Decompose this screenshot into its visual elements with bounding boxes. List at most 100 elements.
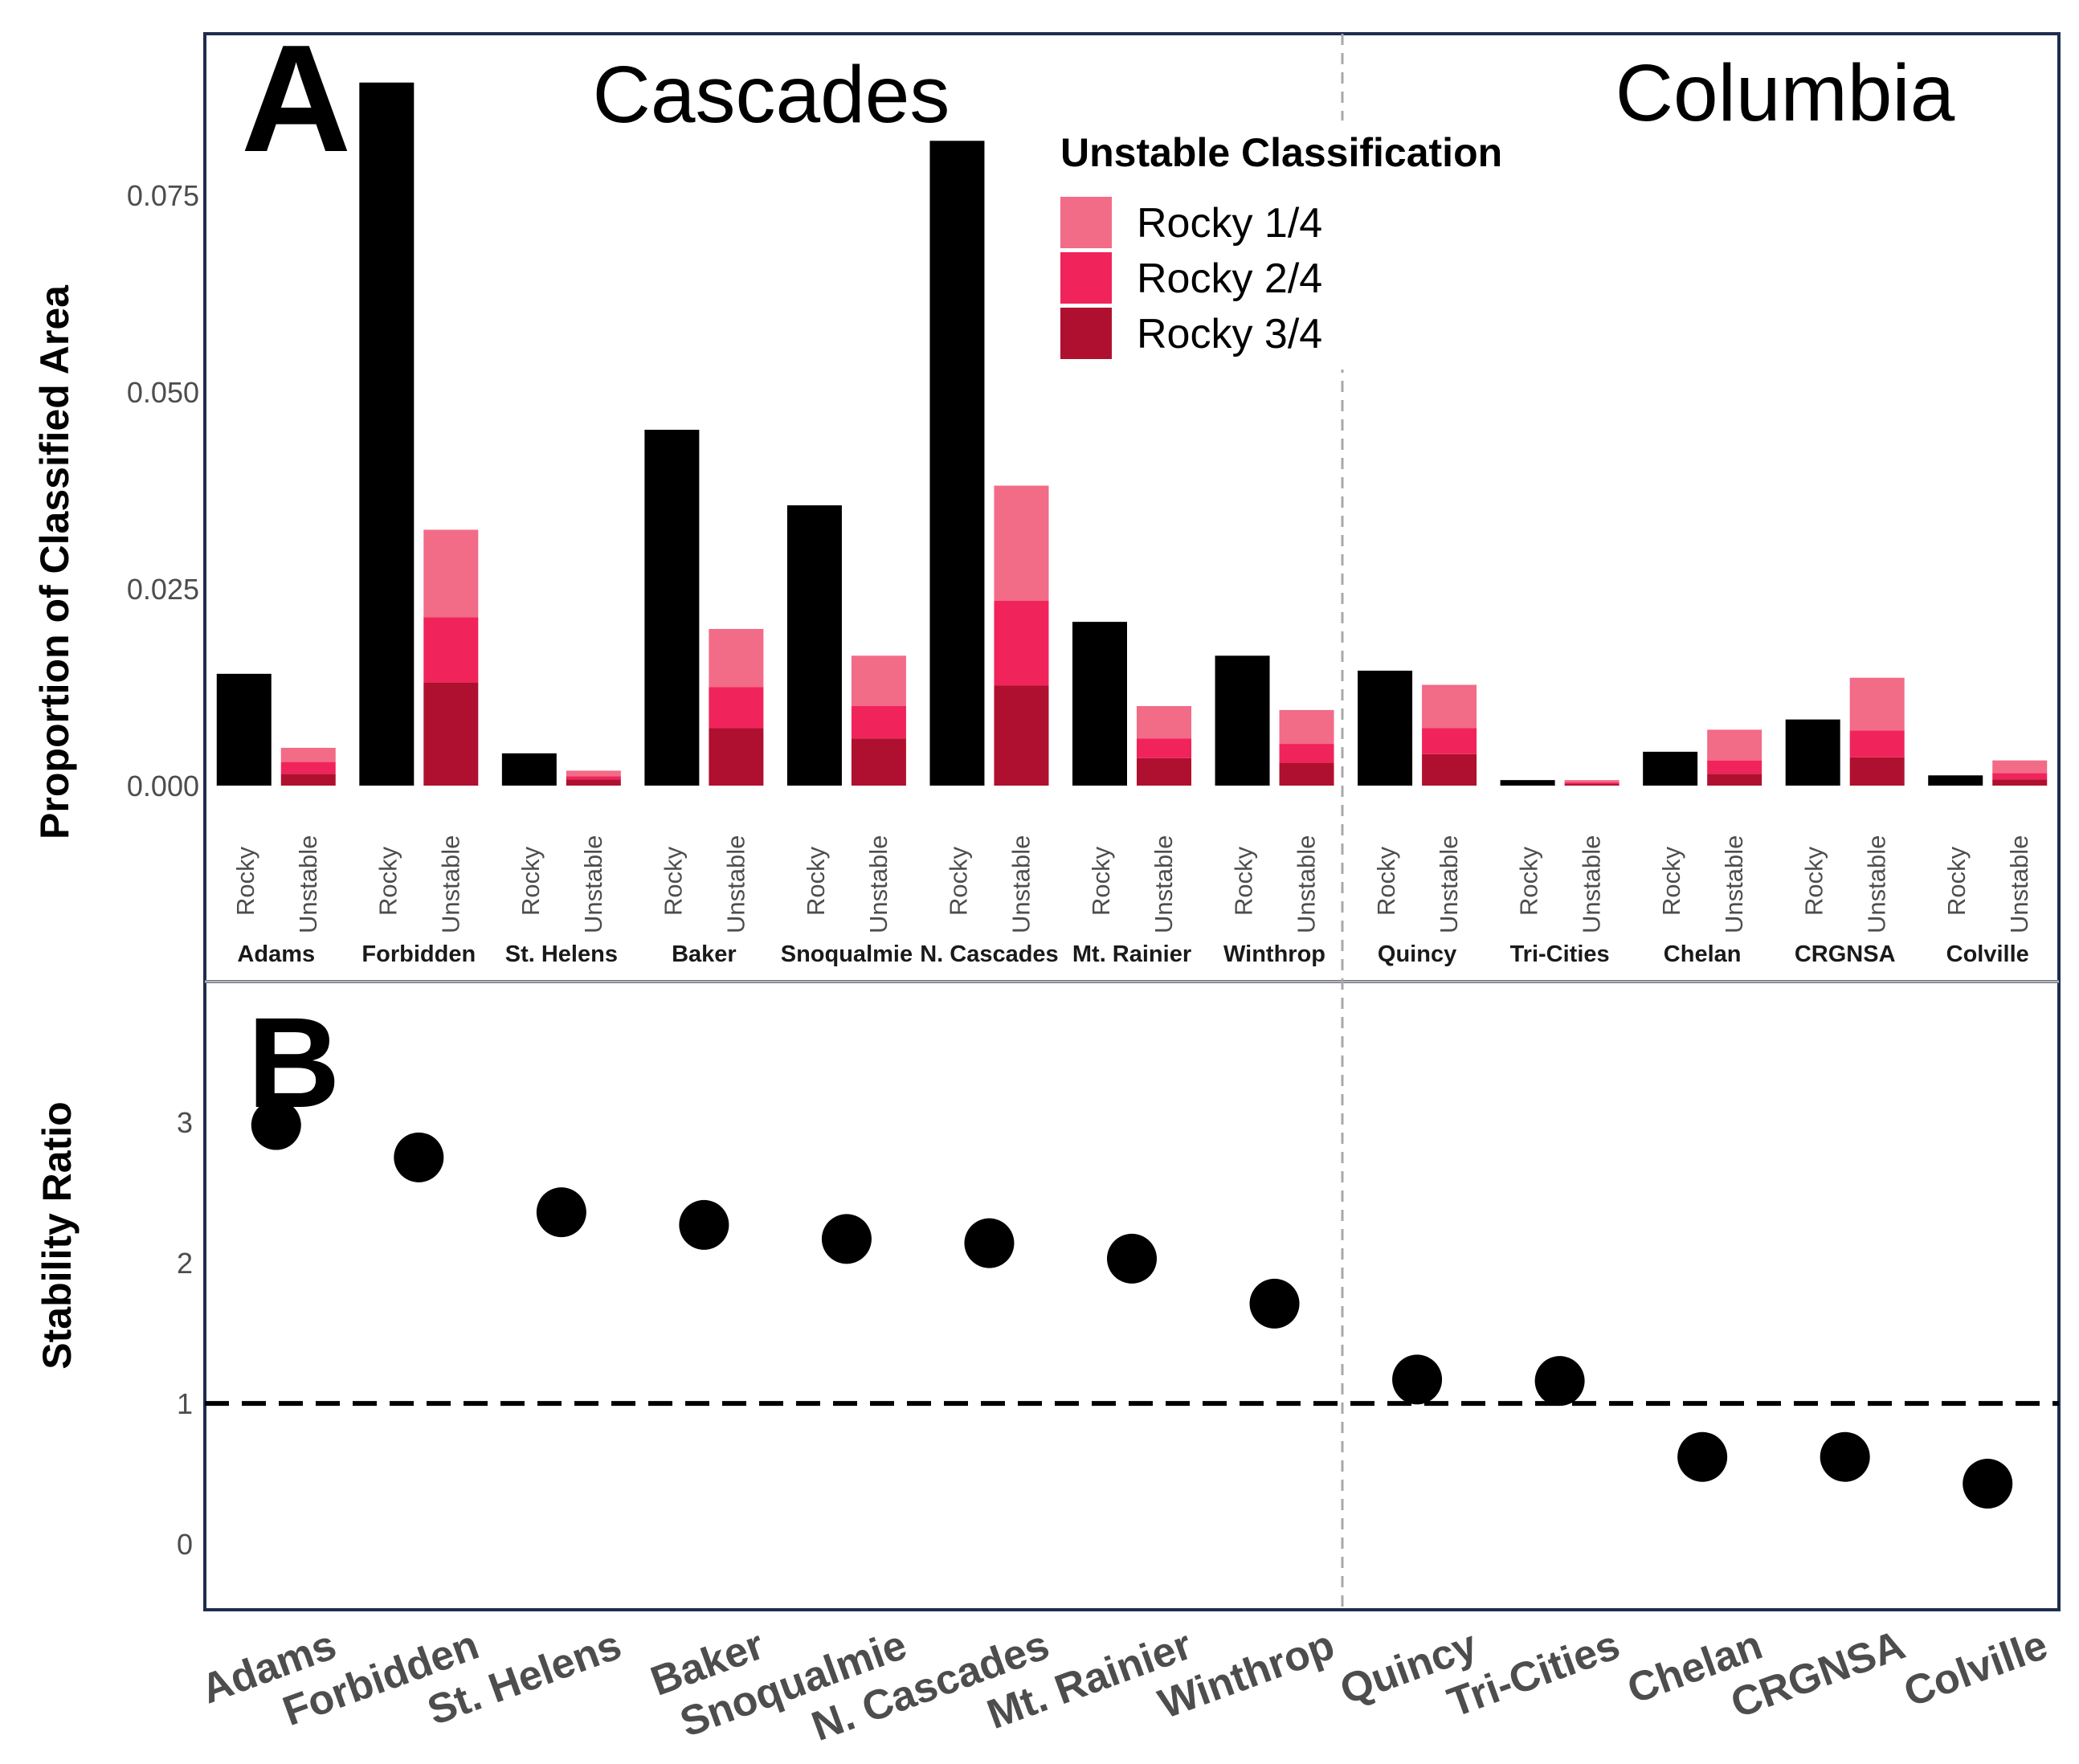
bar-unstable-n-cascades-rocky-1-4 — [994, 485, 1049, 601]
site-label-chelan: Chelan — [1664, 941, 1742, 967]
bar-unstable-n-cascades-rocky-3-4 — [994, 685, 1049, 786]
x-label-colville: Colville — [1898, 1622, 2054, 1717]
point-adams — [251, 1100, 301, 1150]
point-baker — [679, 1199, 729, 1250]
bar-label-unstable: Unstable — [436, 835, 464, 933]
bar-unstable-forbidden-rocky-3-4 — [423, 682, 479, 786]
bar-unstable-mt-rainier-rocky-1-4 — [1137, 706, 1191, 739]
bar-rocky-st-helens — [501, 753, 557, 786]
bar-unstable-winthrop-rocky-2-4 — [1279, 744, 1334, 763]
bar-unstable-quincy-rocky-1-4 — [1422, 684, 1477, 729]
legend-label-rocky-3-4: Rocky 3/4 — [1137, 311, 1322, 357]
point-mt-rainier — [1107, 1233, 1157, 1284]
panel-a-y-tick-label: 0.000 — [127, 770, 199, 802]
bar-unstable-colville-rocky-2-4 — [1992, 773, 2048, 780]
bar-unstable-chelan-rocky-1-4 — [1707, 729, 1762, 761]
panel-a-site-labels: Rocky Unstable Adams Rocky Unstable Forbidden… — [231, 835, 2033, 967]
panel-b-y-tick-label: 2 — [177, 1247, 193, 1280]
point-quincy — [1392, 1354, 1443, 1405]
bar-label-unstable: Unstable — [864, 835, 892, 933]
bar-label-rocky: Rocky — [1230, 846, 1258, 916]
site-label-crgnsa: CRGNSA — [1795, 941, 1896, 967]
panel-b-points — [251, 1100, 2013, 1509]
bar-rocky-baker — [644, 429, 700, 786]
legend-background — [1052, 120, 1430, 370]
panel-b-frame — [203, 980, 2061, 1611]
bar-unstable-winthrop-rocky-1-4 — [1279, 709, 1334, 745]
bar-label-unstable: Unstable — [2005, 835, 2033, 933]
site-label-quincy: Quincy — [1378, 941, 1456, 967]
bar-unstable-mt-rainier-rocky-3-4 — [1137, 757, 1191, 786]
bar-rocky-snoqualmie — [786, 505, 842, 786]
bar-rocky-winthrop — [1215, 655, 1270, 786]
bar-unstable-crgnsa-rocky-3-4 — [1849, 757, 1905, 786]
site-label-forbidden: Forbidden — [361, 941, 476, 967]
panel-a-y-tick-label: 0.050 — [127, 376, 199, 409]
bar-unstable-colville-rocky-1-4 — [1992, 760, 2048, 774]
bar-unstable-winthrop-rocky-3-4 — [1279, 762, 1334, 786]
site-label-st-helens: St. Helens — [505, 941, 618, 967]
bar-unstable-crgnsa-rocky-1-4 — [1849, 677, 1905, 731]
bar-label-unstable: Unstable — [1150, 835, 1178, 933]
site-label-adams: Adams — [237, 941, 315, 967]
bar-label-rocky: Rocky — [1800, 846, 1828, 916]
bar-rocky-tri-cities — [1500, 780, 1555, 786]
legend-swatch-rocky-3-4 — [1060, 308, 1112, 359]
panel-a-axis: 0.000 0.025 0.050 0.075 — [127, 179, 199, 802]
site-label-winthrop: Winthrop — [1223, 941, 1325, 967]
bar-rocky-quincy — [1358, 670, 1413, 786]
bar-unstable-st-helens-rocky-2-4 — [566, 776, 621, 780]
bar-unstable-mt-rainier-rocky-2-4 — [1137, 738, 1191, 758]
legend-swatch-rocky-1-4 — [1060, 197, 1112, 248]
site-label-baker: Baker — [672, 941, 737, 967]
bar-unstable-baker-rocky-1-4 — [709, 628, 764, 688]
bar-unstable-baker-rocky-3-4 — [709, 728, 764, 786]
point-tri-cities — [1534, 1356, 1585, 1407]
bar-unstable-forbidden-rocky-1-4 — [423, 529, 479, 618]
bar-label-unstable: Unstable — [579, 835, 607, 933]
panel-a-y-tick-label: 0.025 — [127, 573, 199, 606]
point-colville — [1963, 1458, 2013, 1509]
bar-unstable-baker-rocky-2-4 — [709, 687, 764, 729]
bar-label-rocky: Rocky — [1372, 846, 1400, 916]
bar-unstable-adams-rocky-2-4 — [280, 762, 336, 774]
point-crgnsa — [1820, 1431, 1870, 1482]
bar-label-rocky: Rocky — [802, 846, 830, 916]
panel-b-label: B — [247, 990, 341, 1134]
panel-b-axis: 0 1 2 3 — [177, 1106, 2059, 1561]
point-n-cascades — [964, 1218, 1015, 1268]
panel-a-y-axis-title: Proportion of Classified Area — [32, 284, 77, 839]
bar-unstable-adams-rocky-3-4 — [280, 774, 336, 786]
region-title-cascades: Cascades — [593, 50, 950, 140]
bar-unstable-tri-cities-rocky-2-4 — [1564, 782, 1619, 785]
bar-label-unstable: Unstable — [1293, 835, 1321, 933]
bar-unstable-snoqualmie-rocky-3-4 — [851, 738, 906, 786]
point-chelan — [1677, 1431, 1728, 1482]
site-label-colville: Colville — [1946, 941, 2029, 967]
bar-label-unstable: Unstable — [294, 835, 322, 933]
legend-label-rocky-1-4: Rocky 1/4 — [1137, 200, 1322, 247]
bar-unstable-quincy-rocky-3-4 — [1422, 753, 1477, 786]
bar-unstable-chelan-rocky-3-4 — [1707, 774, 1762, 786]
bar-rocky-chelan — [1643, 751, 1698, 786]
bar-label-unstable: Unstable — [1007, 835, 1035, 933]
point-snoqualmie — [821, 1214, 872, 1264]
panel-a-label: A — [241, 14, 351, 184]
site-label-mt-rainier: Mt. Rainier — [1072, 941, 1191, 967]
bar-rocky-adams — [216, 673, 272, 786]
bar-unstable-chelan-rocky-2-4 — [1707, 760, 1762, 774]
site-label-n-cascades: N. Cascades — [920, 941, 1059, 967]
bar-rocky-n-cascades — [929, 141, 985, 786]
panel-a-y-tick-label: 0.075 — [127, 179, 199, 212]
site-label-tri-cities: Tri-Cities — [1510, 941, 1610, 967]
bar-unstable-crgnsa-rocky-2-4 — [1849, 730, 1905, 757]
bar-rocky-crgnsa — [1785, 719, 1840, 786]
panel-a-bars — [216, 82, 2048, 786]
bar-unstable-st-helens-rocky-1-4 — [566, 770, 621, 777]
bar-label-rocky: Rocky — [944, 846, 972, 916]
bar-unstable-colville-rocky-3-4 — [1992, 779, 2048, 786]
bar-unstable-quincy-rocky-2-4 — [1422, 728, 1477, 754]
